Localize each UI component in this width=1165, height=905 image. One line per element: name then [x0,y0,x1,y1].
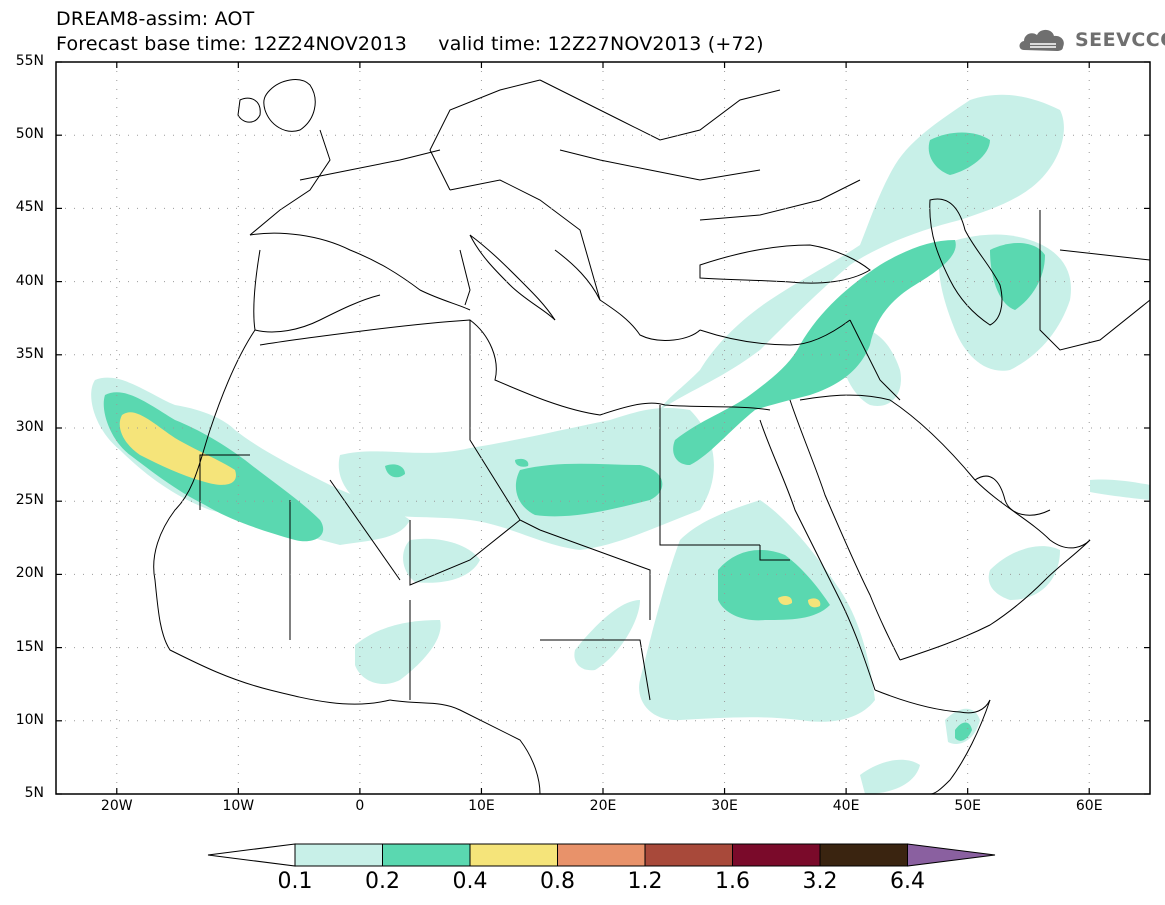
lat-label: 40N [15,272,44,289]
aot-region-tidbit-02 [385,464,405,478]
colorbar-tick-label: 1.2 [627,869,663,894]
forecast-time-line: Forecast base time: 12Z24NOV2013 valid t… [56,33,764,55]
aot-region-somalia-02 [955,722,972,741]
aot-region-horn-01 [860,759,920,794]
colorbar-tick-label: 6.4 [890,869,925,894]
aot-region-gulf-01 [1090,479,1150,500]
lat-label: 50N [15,126,44,143]
colorbar-tick-label: 0.2 [365,869,400,894]
lon-label: 40E [832,798,860,814]
lat-label: 20N [15,565,44,582]
lon-label: 60E [1075,798,1103,814]
lat-label: 10N [15,711,44,728]
lon-label: 20E [589,798,617,814]
cloud-logo-icon [1019,29,1064,51]
colorbar-tick-label: 0.1 [277,869,313,894]
map-title: DREAM8-assim: AOT [56,8,255,30]
axis-ticks [56,61,1150,795]
lon-label: 20W [100,798,133,814]
aot-region-caspian-02 [928,132,990,175]
colorbar-tick-label: 1.6 [715,869,750,894]
lon-label: 30E [711,798,738,814]
aot-region-arabia-east-01 [988,546,1060,600]
lon-label: 10E [468,798,495,814]
aot-region-caspian-south-02 [990,243,1045,310]
aot-region-sudan-04b [808,598,821,608]
logo-text: SEEVCCC [1075,29,1165,51]
lat-label: 5N [24,785,44,801]
aot-region-chad-01 [574,600,640,671]
colorbar-tick-label: 0.8 [540,869,575,894]
colorbar-tick-label: 3.2 [802,869,838,894]
lon-label: 50E [954,798,981,814]
lat-label: 55N [15,53,44,69]
lat-label: 30N [15,419,44,435]
aot-region-sahel-01 [355,620,441,685]
lat-label: 45N [15,199,44,216]
aot-region-sudan-02 [718,550,830,621]
coastlines-and-borders [153,79,1151,795]
lat-label: 25N [15,492,44,509]
aot-shading [91,94,1150,794]
aot-region-sudan-04a [778,595,793,606]
lon-label: 10W [222,798,255,814]
aot-region-central-sahara-02 [515,463,663,517]
aot-region-levant-01 [660,94,1064,410]
lon-label: 0 [355,798,365,814]
aot-region-egypt-02 [673,240,956,465]
lat-label: 15N [15,638,44,655]
aot-region-southwest-01 [403,538,480,583]
lat-label: 35N [15,345,44,362]
aot-region-west-sahara-04 [119,412,236,485]
colorbar-tick-label: 0.4 [452,869,488,894]
aot-region-tidbit2-02 [515,458,529,467]
